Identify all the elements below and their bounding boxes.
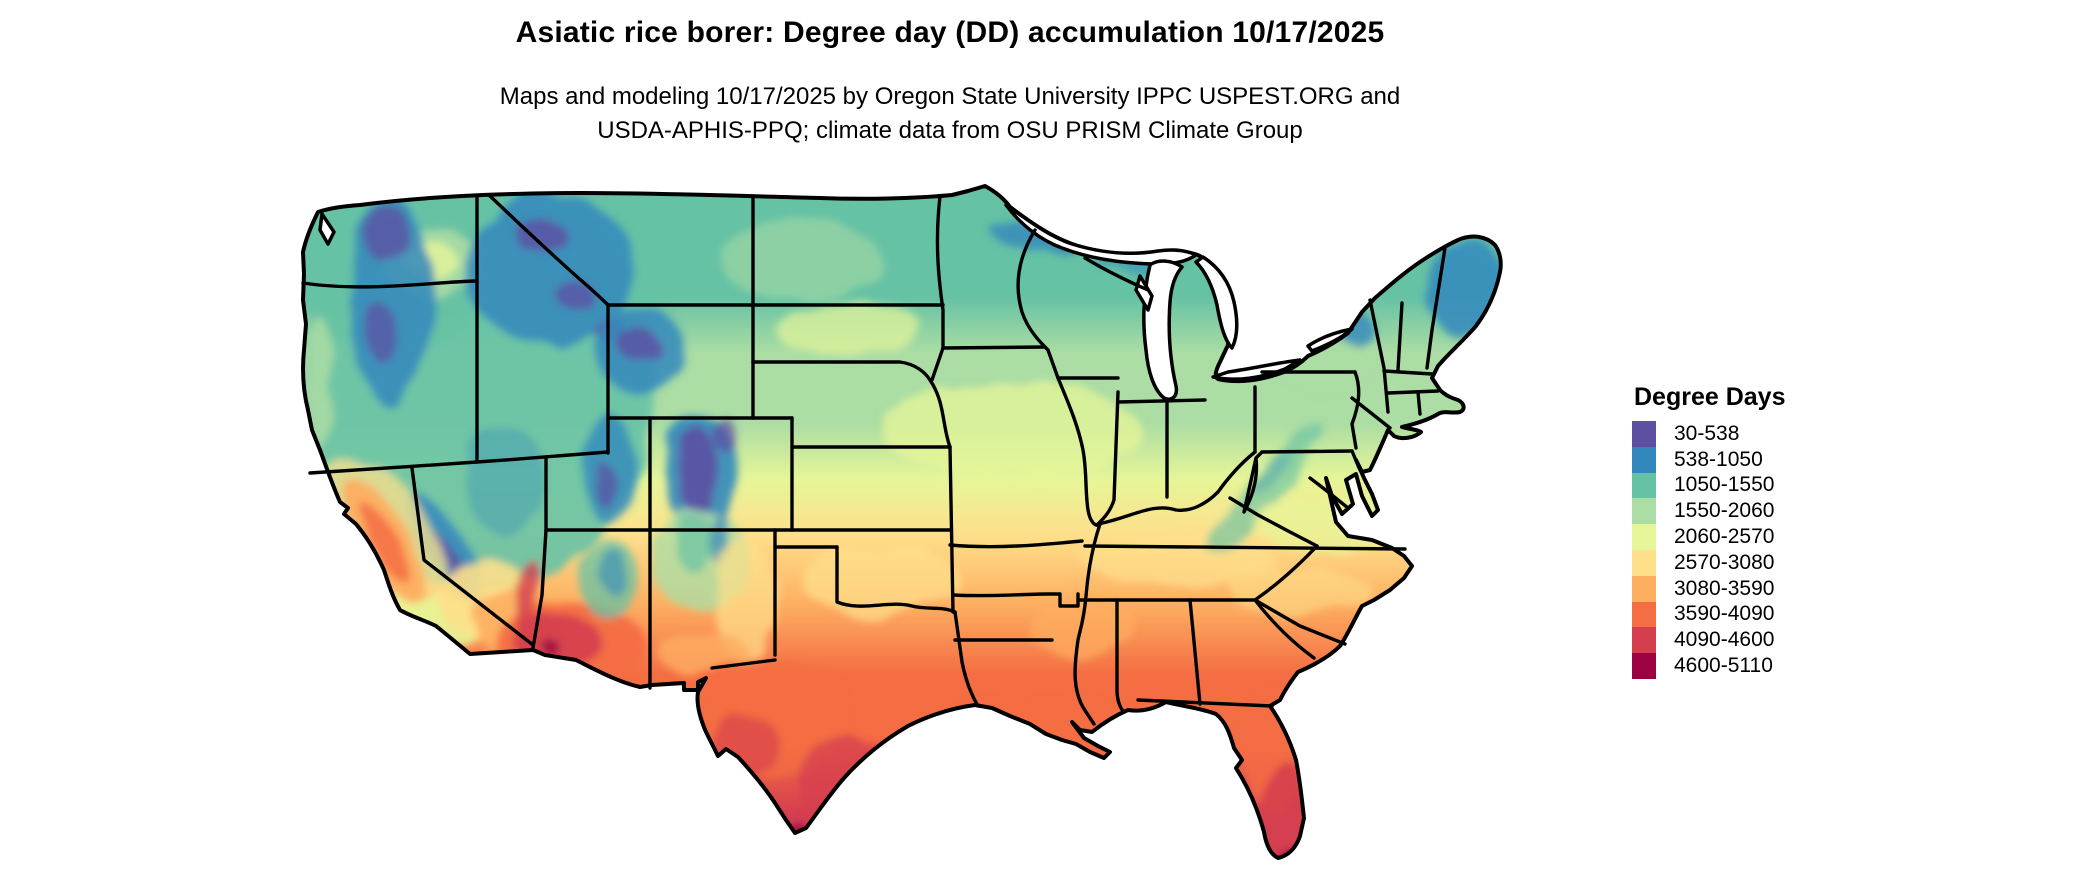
legend-swatch [1632,446,1656,473]
legend-item: 3590-4090 [1632,601,1932,628]
legend-label: 2060-2570 [1674,525,1775,549]
lake-superior [1004,203,1198,266]
legend-label: 3590-4090 [1674,602,1775,626]
legend-item: 1050-1550 [1632,472,1932,499]
legend-item: 1550-2060 [1632,498,1932,525]
legend-label: 30-538 [1674,421,1740,445]
legend-item: 4090-4600 [1632,627,1932,654]
us-outline [301,184,1503,860]
puget-sound [318,212,336,246]
legend-item: 4600-5110 [1632,653,1932,679]
legend-title: Degree Days [1634,383,1786,411]
legend-swatch [1632,498,1656,525]
lake-huron [1194,255,1239,350]
legend-label: 4090-4600 [1674,628,1775,652]
lake-erie [1211,358,1302,381]
page-title: Asiatic rice borer: Degree day (DD) accu… [515,16,1385,49]
great-lakes [318,203,1354,401]
legend-label: 4600-5110 [1674,654,1773,678]
page-subtitle: Maps and modeling 10/17/2025 by Oregon S… [499,83,1401,144]
legend-swatch [1632,472,1656,499]
legend-swatch [1632,575,1656,602]
legend-label: 3080-3590 [1674,576,1775,600]
legend-label: 1050-1550 [1674,473,1775,497]
legend-item: 30-538 [1632,421,1932,447]
legend: Degree Days 30-538 538-1050 1050-1550 1550-… [1632,383,1932,679]
legend-swatch [1632,601,1656,628]
legend-swatch [1632,421,1656,447]
state-borders [301,194,1447,726]
legend-item: 2570-3080 [1632,549,1932,576]
legend-swatch [1632,627,1656,654]
legend-swatch [1632,653,1656,679]
lake-ontario [1306,327,1354,353]
legend-item: 2060-2570 [1632,524,1932,550]
legend-item: 538-1050 [1632,446,1932,473]
legend-label: 2570-3080 [1674,550,1775,574]
legend-swatch [1632,549,1656,576]
legend-label: 538-1050 [1674,447,1763,471]
legend-item: 3080-3590 [1632,575,1932,602]
legend-items: 30-538 538-1050 1050-1550 1550-2060 2060-257… [1632,421,1932,679]
legend-label: 1550-2060 [1674,499,1775,523]
legend-swatch [1632,524,1656,550]
